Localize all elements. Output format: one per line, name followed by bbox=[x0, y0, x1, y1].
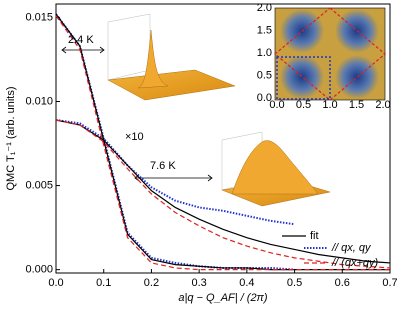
series-line bbox=[55, 119, 391, 269]
inset-y-tick-label: 1.5 bbox=[257, 24, 272, 36]
inset-y-tick-label: 1.0 bbox=[257, 47, 272, 59]
inset-x-tick-label: 2.0 bbox=[375, 99, 390, 111]
x-tick-label: 0.6 bbox=[335, 277, 350, 289]
series-line bbox=[55, 13, 295, 271]
y-axis-label: QMC T₁⁻¹ (arb. units) bbox=[5, 86, 17, 190]
series-line bbox=[55, 119, 391, 264]
annotation: ×10 bbox=[125, 131, 144, 143]
inset-x-tick-label: 0.5 bbox=[296, 99, 311, 111]
series-line bbox=[55, 13, 390, 271]
series-line bbox=[55, 15, 390, 271]
x-axis-label: a|q − Q_AF| / (2π) bbox=[178, 292, 268, 304]
inset-y-tick-label: 0.5 bbox=[257, 69, 272, 81]
legend-label: // qx, qy bbox=[331, 242, 372, 254]
y-tick-label: 0.010 bbox=[25, 95, 53, 107]
inset-x-tick-label: 0.0 bbox=[269, 99, 284, 111]
legend-label: fit bbox=[310, 230, 319, 242]
x-tick-label: 0.2 bbox=[144, 277, 159, 289]
inset-x-tick-label: 1.5 bbox=[349, 99, 364, 111]
y-tick-label: 0.015 bbox=[25, 11, 53, 23]
x-tick-label: 0.7 bbox=[382, 277, 397, 289]
inset-y-tick-label: 0.0 bbox=[257, 92, 272, 104]
y-tick-label: 0.000 bbox=[25, 264, 53, 276]
y-tick-label: 0.005 bbox=[25, 179, 53, 191]
plot-frame bbox=[55, 3, 391, 274]
inset-y-tick-label: 2.0 bbox=[257, 2, 272, 14]
x-tick-label: 0.0 bbox=[48, 277, 63, 289]
inset-contour bbox=[274, 7, 386, 101]
annotation: 7.6 K bbox=[150, 160, 176, 172]
x-tick-label: 0.3 bbox=[191, 277, 206, 289]
x-tick-label: 0.4 bbox=[239, 277, 254, 289]
annotation: 2.4 K bbox=[68, 34, 94, 46]
x-tick-label: 0.5 bbox=[287, 277, 302, 289]
x-tick-label: 0.1 bbox=[96, 277, 111, 289]
legend-label: // (qx+qy) bbox=[331, 257, 378, 269]
inset-x-tick-label: 1.0 bbox=[322, 99, 337, 111]
inset-surface-high-t bbox=[221, 131, 331, 207]
series-line bbox=[55, 119, 295, 226]
inset-surface-low-t bbox=[107, 13, 236, 101]
